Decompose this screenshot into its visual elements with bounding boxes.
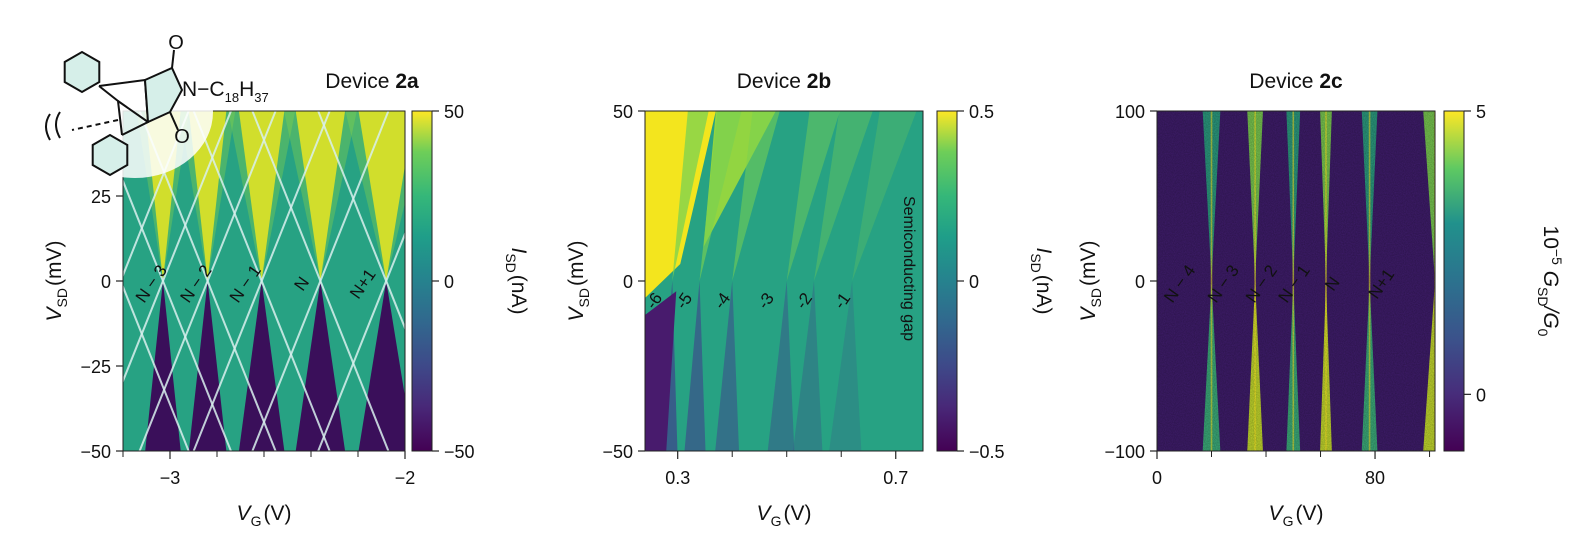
heatmap [123, 111, 405, 451]
current-triangle-positive [188, 111, 227, 281]
y-axis-label: VSD(mV) [1077, 241, 1104, 322]
negative-current-wedge [767, 281, 795, 451]
oxygen-label: O [168, 32, 184, 54]
negative-current-wedge [684, 281, 706, 451]
panel-title: Device 2a [325, 70, 419, 93]
y-tick-label: 0 [101, 272, 111, 292]
y-axis-label: VSD(mV) [43, 241, 70, 322]
colorbar-tick-label: 0 [969, 272, 979, 292]
benzene-ring [91, 133, 129, 177]
negative-current-wedge [715, 281, 740, 451]
bridge-bond [117, 100, 149, 123]
imide-ring [143, 66, 184, 124]
y-tick-label: 0 [1135, 272, 1145, 292]
current-triangle-negative [238, 281, 285, 451]
benzene-ring [63, 50, 101, 94]
colorbar-tick-label: 0 [444, 272, 454, 292]
y-tick-label: −100 [1104, 442, 1145, 462]
diamond-edge [123, 111, 232, 384]
semiconducting-gap-label: Semiconducting gap [900, 196, 917, 341]
current-triangle-negative [188, 281, 227, 451]
carbonyl-bond [169, 111, 179, 131]
colorbar-label: 10−5 GSD/G0 [1535, 226, 1565, 337]
colorbar [936, 110, 958, 452]
colorbar-label: ISD(nA) [1028, 248, 1055, 315]
colorbar [411, 110, 433, 452]
positive-current-wedge [672, 111, 709, 281]
x-axis-label: VG(V) [757, 502, 812, 529]
current-triangle-positive [238, 111, 285, 281]
colorbar-tick-label: −50 [444, 442, 475, 462]
positive-current-wedge [813, 111, 873, 281]
oxygen-label: O [174, 126, 190, 148]
diamond-edge [192, 111, 331, 451]
x-tick-label: 0 [1152, 468, 1162, 488]
carbonyl-bond [171, 49, 175, 69]
current-triangle-negative [295, 281, 346, 451]
colorbar-tick-label: −0.5 [969, 442, 1005, 462]
y-tick-label: 100 [1115, 102, 1145, 122]
diamond-edge [317, 231, 405, 451]
current-halo [228, 111, 296, 281]
y-tick-label: −25 [80, 357, 111, 377]
heatmap [1157, 111, 1435, 451]
x-tick-label: 0.7 [883, 468, 908, 488]
positive-current-wedge [732, 111, 780, 281]
diamond-edge [251, 111, 390, 451]
panel-title: Device 2b [737, 70, 832, 93]
positive-current-wedge [786, 111, 840, 281]
x-tick-label: 80 [1365, 468, 1385, 488]
y-axis-label: VSD(mV) [565, 241, 592, 322]
x-axis-label: VG(V) [237, 502, 292, 529]
positive-current-wedge [852, 111, 917, 281]
anchor-bond [71, 119, 119, 131]
y-tick-label: −50 [80, 442, 111, 462]
x-axis-label: VG(V) [1269, 502, 1324, 529]
current-triangle-positive [358, 111, 405, 281]
x-tick-label: 0.3 [665, 468, 690, 488]
surface-wavy-icon [45, 111, 61, 141]
heatmap [645, 111, 923, 451]
current-halo [345, 111, 405, 281]
positive-current-wedge [699, 111, 742, 281]
current-region-low [645, 291, 677, 451]
colorbar-tick-label: 50 [444, 102, 464, 122]
negative-current-wedge [792, 281, 823, 451]
colorbar-tick-label: 5 [1476, 102, 1486, 122]
colorbar-tick-label: 0.5 [969, 102, 994, 122]
y-tick-label: −50 [602, 442, 633, 462]
substituent-label: N−C18H37 [182, 78, 269, 105]
noise-overlay [1157, 111, 1435, 451]
current-triangle-negative [358, 281, 405, 451]
molecule-structure: O O N−C18H37 [45, 32, 269, 178]
diamond-edge [123, 284, 190, 451]
current-halo [283, 111, 357, 281]
y-tick-label: 50 [613, 102, 633, 122]
y-tick-label: 25 [91, 187, 111, 207]
colorbar [1443, 110, 1465, 452]
panel-title: Device 2c [1249, 70, 1343, 93]
x-tick-label: −3 [160, 468, 181, 488]
colorbar-tick-label: 0 [1476, 385, 1486, 405]
y-tick-label: 0 [623, 272, 633, 292]
diamond-edge [138, 111, 277, 451]
negative-current-wedge [829, 281, 862, 451]
x-tick-label: −2 [395, 468, 416, 488]
colorbar-label: ISD(nA) [503, 248, 530, 315]
current-triangle-positive [295, 111, 346, 281]
